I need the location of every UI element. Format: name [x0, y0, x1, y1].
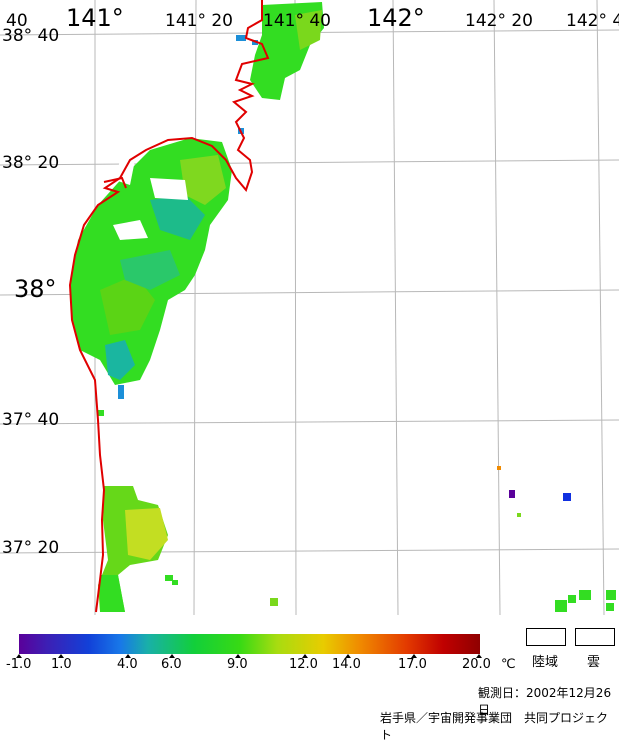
scale-tick-label: 9.0 — [227, 657, 248, 672]
scale-tick-marker — [235, 654, 241, 658]
legend-land-swatch — [526, 628, 566, 646]
lat-label-38: 38° — [14, 275, 57, 303]
observation-date: 観測日：2002年12月26日 — [478, 686, 612, 717]
scale-tick-marker — [16, 654, 22, 658]
lon-label-142-40: 142° 4 — [566, 11, 619, 31]
lat-label-38-40: 38° 40 — [2, 26, 60, 46]
legend-cloud-swatch — [575, 628, 615, 646]
legend-land-label: 陸域 — [532, 655, 559, 670]
temperature-color-scale — [19, 634, 480, 654]
lon-label-142: 142° — [367, 4, 425, 32]
lon-label-141: 141° — [66, 4, 124, 32]
scale-tick-label: 4.0 — [117, 657, 138, 672]
lon-label-141-40: 141° 40 — [263, 11, 331, 31]
scale-tick-marker — [125, 654, 131, 658]
scale-tick-marker — [169, 654, 175, 658]
lat-label-37-20: 37° 20 — [2, 538, 60, 558]
scale-tick-marker — [58, 654, 64, 658]
scale-tick-marker — [302, 654, 308, 658]
scale-tick-label: 12.0 — [289, 657, 318, 672]
scale-tick-label: 1.0 — [51, 657, 72, 672]
sst-patches — [70, 2, 616, 612]
credit-line: 岩手県／宇宙開発事業団 共同プロジェクト — [380, 711, 609, 742]
lat-label-38-20: 38° 20 — [2, 153, 60, 173]
scale-tick-marker — [411, 654, 417, 658]
lat-label-38-40-top: 40 — [6, 11, 28, 31]
scale-tick-marker — [345, 654, 351, 658]
lon-label-142-20: 142° 20 — [465, 11, 533, 31]
scale-tick-marker — [476, 654, 482, 658]
lat-label-37-40: 37° 40 — [2, 410, 60, 430]
scale-tick-label: 14.0 — [332, 657, 361, 672]
scale-tick-label: 17.0 — [398, 657, 427, 672]
scale-tick-label: -1.0 — [6, 657, 32, 672]
coastline — [68, 0, 270, 613]
scale-tick-label: 6.0 — [161, 657, 182, 672]
scale-tick-label: 20.0 — [462, 657, 491, 672]
lon-label-141-20: 141° 20 — [165, 11, 233, 31]
sst-map — [0, 0, 619, 615]
scale-unit: ℃ — [501, 657, 516, 672]
legend-cloud-label: 雲 — [587, 655, 601, 670]
